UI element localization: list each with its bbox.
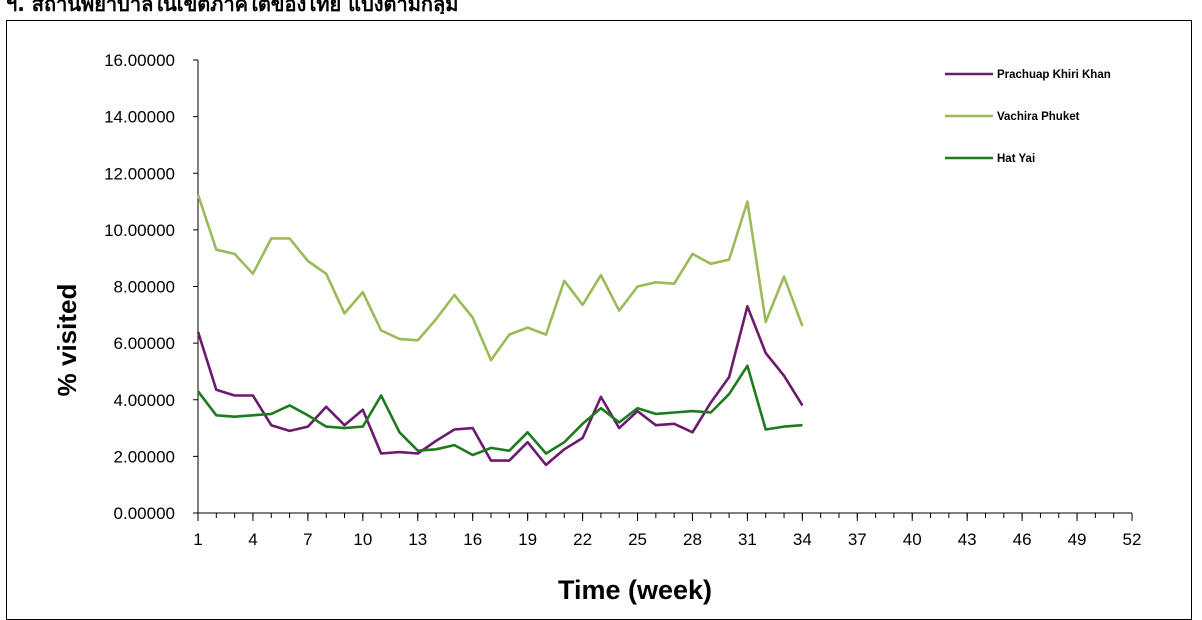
y-tick-label: 2.00000 (114, 447, 175, 466)
x-tick-label: 31 (738, 530, 757, 549)
x-tick-label: 13 (408, 530, 427, 549)
series-line-prachuap-khiri-khan (196, 304, 804, 467)
legend-label-hat-yai: Hat Yai (997, 153, 1035, 165)
x-tick-label: 28 (683, 530, 702, 549)
x-tick-label: 19 (518, 530, 537, 549)
y-tick-label: 14.00000 (104, 108, 175, 127)
chart-series (196, 194, 804, 467)
series-line-vachira-phuket (196, 194, 804, 362)
legend-label-vachira-phuket: Vachira Phuket (997, 111, 1080, 123)
x-tick-label: 4 (248, 530, 257, 549)
y-tick-label: 12.00000 (104, 164, 175, 183)
x-tick-label: 10 (353, 530, 372, 549)
x-tick-label: 25 (628, 530, 647, 549)
y-tick-label: 16.00000 (104, 51, 175, 70)
x-tick-label: 43 (958, 530, 977, 549)
header-text: ฯ. สถานพยาบาลในเขตภาคใต้ของไทย แบ่งตามกล… (6, 0, 459, 14)
x-tick-label: 16 (463, 530, 482, 549)
x-axis-title: Time (week) (558, 575, 712, 605)
y-tick-label: 8.00000 (114, 278, 175, 297)
x-tick-label: 1 (193, 530, 202, 549)
x-tick-label: 46 (1013, 530, 1032, 549)
series-line-hat-yai (196, 364, 803, 457)
y-tick-label: 0.00000 (114, 504, 175, 523)
x-tick-label: 22 (573, 530, 592, 549)
y-tick-label: 6.00000 (114, 334, 175, 353)
x-tick-label: 37 (848, 530, 867, 549)
x-tick-label: 52 (1123, 530, 1142, 549)
x-tick-label: 49 (1068, 530, 1087, 549)
x-tick-label: 34 (793, 530, 812, 549)
x-tick-label: 40 (903, 530, 922, 549)
y-tick-label: 10.00000 (104, 221, 175, 240)
y-axis-title: % visited (52, 284, 82, 397)
chart-axes: 0.00000 2.00000 4.00000 6.00000 8.00000 10.00… (104, 51, 1141, 549)
y-tick-label: 4.00000 (114, 391, 175, 410)
x-tick-label: 7 (303, 530, 312, 549)
chart-legend: Prachuap Khiri Khan Vachira Phuket Hat Yai (945, 69, 1111, 165)
legend-label-prachuap-khiri-khan: Prachuap Khiri Khan (997, 69, 1111, 81)
header-strip: ฯ. สถานพยาบาลในเขตภาคใต้ของไทย แบ่งตามกล… (0, 0, 1202, 14)
